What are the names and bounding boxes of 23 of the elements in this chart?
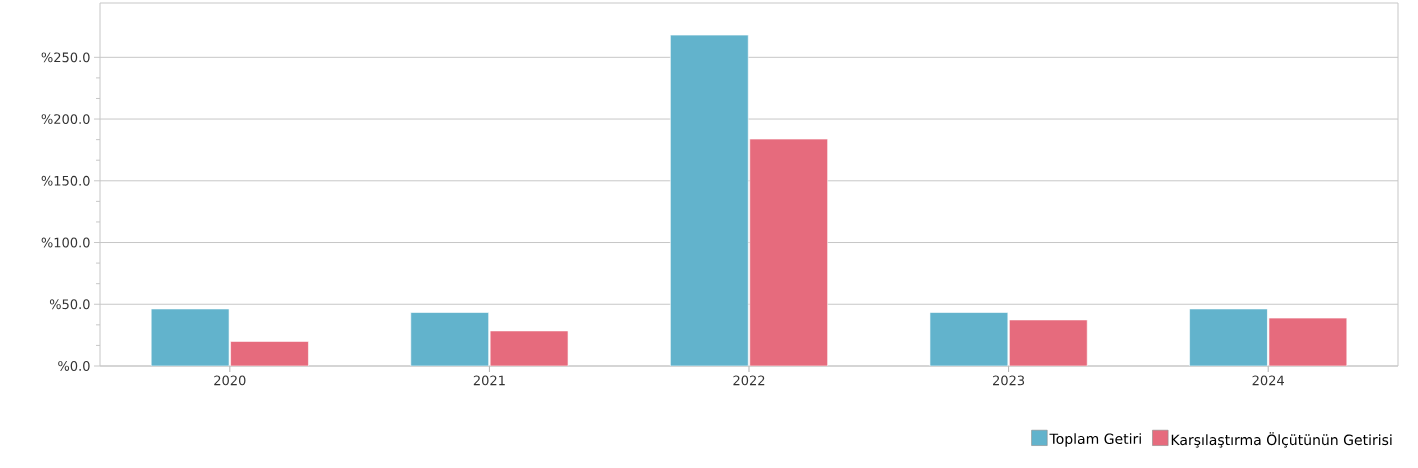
bar — [749, 138, 828, 366]
bar — [1268, 317, 1348, 366]
bar — [489, 330, 569, 366]
y-tick-label: %0.0 — [58, 361, 90, 371]
bar — [1189, 308, 1268, 366]
x-tick-label: 2022 — [733, 375, 765, 386]
legend-label: Karşılaştırma Ölçütünün Getirisi — [1171, 432, 1392, 448]
x-tick-label: 2024 — [1252, 375, 1284, 386]
legend-label: Toplam Getiri — [1049, 433, 1141, 447]
y-tick-label: %50.0 — [49, 299, 90, 310]
y-tick-label: %250.0 — [41, 52, 90, 63]
bar — [929, 312, 1009, 366]
x-tick-label: 2023 — [993, 375, 1025, 386]
bar — [410, 312, 489, 366]
bar — [670, 34, 749, 366]
y-tick-label: %200.0 — [41, 114, 90, 124]
bar — [1009, 319, 1088, 366]
x-tick-label: 2021 — [473, 375, 505, 386]
y-tick-label: %150.0 — [41, 175, 90, 186]
bar — [150, 308, 230, 366]
y-tick-label: %100.0 — [41, 237, 90, 248]
x-tick-label: 2020 — [214, 375, 246, 386]
bar — [230, 341, 309, 366]
